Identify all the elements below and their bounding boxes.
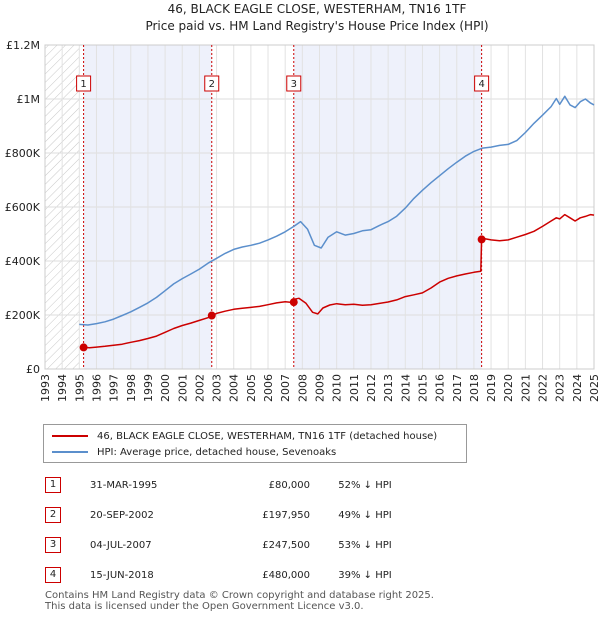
sale-markers: 1 2 3 4 <box>76 75 490 92</box>
sale-marker-box <box>76 75 92 92</box>
x-tick-label: 2006 <box>262 374 275 402</box>
chart-subtitle: Price paid vs. HM Land Registry's House … <box>145 19 488 33</box>
sale-marker-box <box>286 75 302 92</box>
sale-price: £80,000 <box>268 479 310 491</box>
price-chart: 46, BLACK EAGLE CLOSE, WESTERHAM, TN16 1… <box>5 2 600 402</box>
sale-date: 20-SEP-2002 <box>90 509 154 521</box>
y-tick-label: £800K <box>5 147 41 160</box>
sale-row: 3 04-JUL-2007 £247,500 53% ↓ HPI <box>43 530 420 560</box>
footer-copyright: Contains HM Land Registry data © Crown c… <box>45 590 434 601</box>
sale-marker-label: 3 <box>291 79 297 90</box>
sale-marker-box <box>474 75 490 92</box>
sale-price: £247,500 <box>262 539 310 551</box>
sale-marker-label: 1 <box>80 79 86 90</box>
legend-swatch-hpi <box>52 451 88 453</box>
sale-num: 1 <box>45 477 61 493</box>
series-lines <box>79 95 595 349</box>
sale-point <box>289 298 298 307</box>
sale-hpi: 49% ↓ HPI <box>338 509 392 521</box>
y-tick-label: £1.2M <box>6 39 40 52</box>
grid <box>44 44 595 370</box>
sale-row: 4 15-JUN-2018 £480,000 39% ↓ HPI <box>43 560 420 590</box>
x-tick-label: 2009 <box>314 374 327 402</box>
series-line-hpi <box>79 95 595 326</box>
sale-point <box>207 311 216 320</box>
footer-licence: This data is licensed under the Open Gov… <box>45 601 364 612</box>
x-tick-label: 2003 <box>211 374 224 402</box>
footer: Contains HM Land Registry data © Crown c… <box>45 590 434 612</box>
x-tick-label: 2020 <box>502 374 515 402</box>
x-axis-ticks: 1993 1994 1995 1996 1997 1998 1999 2000 2001 2002… <box>39 374 600 402</box>
sale-marker-3: 3 <box>286 75 302 92</box>
series-line-property <box>83 213 595 349</box>
y-tick-label: £0 <box>26 363 40 376</box>
x-tick-label: 2002 <box>193 374 206 402</box>
y-tick-label: £400K <box>5 255 41 268</box>
sale-point <box>79 343 88 352</box>
x-tick-label: 1998 <box>125 374 138 402</box>
x-tick-label: 2012 <box>365 374 378 402</box>
x-tick-label: 2022 <box>537 374 550 402</box>
x-tick-label: 1995 <box>73 374 86 402</box>
x-tick-label: 1999 <box>142 374 155 402</box>
x-tick-label: 2010 <box>331 374 344 402</box>
sale-marker-box <box>204 75 220 92</box>
y-tick-label: £200K <box>5 309 41 322</box>
sale-date: 04-JUL-2007 <box>90 539 152 551</box>
chart-legend: 46, BLACK EAGLE CLOSE, WESTERHAM, TN16 1… <box>43 424 467 463</box>
sale-num: 2 <box>45 507 61 523</box>
sale-hpi: 52% ↓ HPI <box>338 479 392 491</box>
sale-date: 15-JUN-2018 <box>90 569 154 581</box>
sale-point <box>477 235 486 244</box>
x-tick-label: 1994 <box>56 374 69 402</box>
legend-item-hpi: HPI: Average price, detached house, Seve… <box>52 445 336 459</box>
x-tick-label: 2017 <box>451 374 464 402</box>
x-tick-label: 2023 <box>554 374 567 402</box>
x-tick-label: 1996 <box>90 374 103 402</box>
y-tick-label: £1M <box>17 93 41 106</box>
x-tick-label: 2000 <box>159 374 172 402</box>
legend-label-hpi: HPI: Average price, detached house, Seve… <box>97 446 337 458</box>
sale-price: £197,950 <box>262 509 310 521</box>
x-tick-label: 2025 <box>588 374 600 402</box>
sale-row: 1 31-MAR-1995 £80,000 52% ↓ HPI <box>43 470 420 500</box>
sale-num: 4 <box>45 567 61 583</box>
x-tick-label: 1997 <box>108 374 121 402</box>
sale-hpi: 39% ↓ HPI <box>338 569 392 581</box>
sale-marker-4: 4 <box>474 75 490 92</box>
sale-marker-label: 4 <box>478 79 484 90</box>
y-tick-label: £600K <box>5 201 41 214</box>
y-axis-ticks: £0 £200K £400K £600K £800K £1M £1.2M <box>5 39 41 376</box>
x-tick-label: 2015 <box>416 374 429 402</box>
x-tick-label: 2008 <box>296 374 309 402</box>
sale-row: 2 20-SEP-2002 £197,950 49% ↓ HPI <box>43 500 420 530</box>
x-tick-label: 2014 <box>399 374 412 402</box>
x-tick-label: 2016 <box>434 374 447 402</box>
x-tick-label: 2018 <box>468 374 481 402</box>
sale-points <box>79 235 486 352</box>
x-tick-label: 2024 <box>571 374 584 402</box>
plot-frame <box>44 44 595 370</box>
x-tick-label: 2001 <box>176 374 189 402</box>
x-tick-label: 1993 <box>39 374 52 402</box>
sales-table: 1 31-MAR-1995 £80,000 52% ↓ HPI 2 20-SEP-2002… <box>43 470 420 590</box>
sale-num: 3 <box>45 537 61 553</box>
x-tick-label: 2013 <box>382 374 395 402</box>
sale-marker-2: 2 <box>204 75 220 92</box>
x-tick-label: 2021 <box>519 374 532 402</box>
sale-date: 31-MAR-1995 <box>90 479 158 491</box>
legend-item-property: 46, BLACK EAGLE CLOSE, WESTERHAM, TN16 1… <box>52 429 437 443</box>
x-tick-label: 2004 <box>228 374 241 402</box>
x-tick-label: 2005 <box>245 374 258 402</box>
sale-marker-1: 1 <box>76 75 92 92</box>
legend-swatch-property <box>52 435 88 437</box>
legend-label-property: 46, BLACK EAGLE CLOSE, WESTERHAM, TN16 1… <box>97 430 438 442</box>
sale-price: £480,000 <box>262 569 310 581</box>
sale-marker-label: 2 <box>209 79 215 90</box>
chart-title: 46, BLACK EAGLE CLOSE, WESTERHAM, TN16 1… <box>168 2 467 16</box>
x-tick-label: 2007 <box>279 374 292 402</box>
x-tick-label: 2011 <box>348 374 361 402</box>
sale-hpi: 53% ↓ HPI <box>338 539 392 551</box>
x-tick-label: 2019 <box>485 374 498 402</box>
